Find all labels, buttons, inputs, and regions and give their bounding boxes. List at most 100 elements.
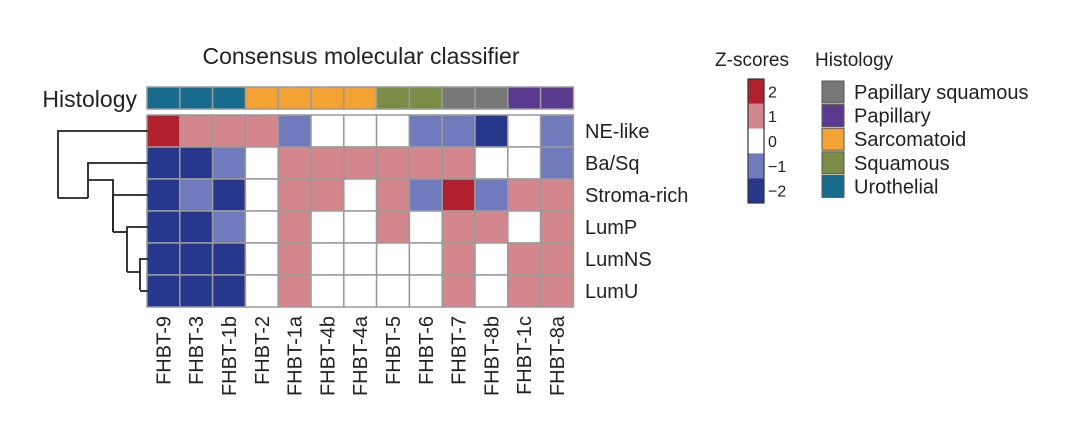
histology-cell <box>408 86 443 110</box>
colorbar-tick-label: −2 <box>768 184 786 201</box>
colorbar-tick-label: 0 <box>768 134 777 151</box>
heatmap-cell <box>375 114 411 148</box>
histology-annotation-label: Histology <box>42 86 137 112</box>
column-label: FHBT-8b <box>481 316 503 396</box>
heatmap-cell <box>539 114 575 148</box>
heatmap-cell <box>343 146 378 180</box>
row-dendrogram <box>57 130 148 292</box>
heatmap-cell <box>441 146 476 180</box>
heatmap-cell <box>146 178 181 212</box>
heatmap-cell <box>146 146 181 180</box>
heatmap-cell <box>375 210 411 244</box>
heatmap-cell <box>244 114 279 148</box>
row-label: LumNS <box>585 249 652 271</box>
row-label: Stroma-rich <box>585 185 688 207</box>
heatmap-cell <box>441 114 476 148</box>
heatmap-cell <box>244 210 279 244</box>
row-labels: NE-like Ba/Sq Stroma-rich LumP LumNS LumU <box>585 121 688 303</box>
heatmap-cell <box>179 210 214 244</box>
row-label: LumU <box>585 281 638 303</box>
column-label: FHBT-6 <box>416 316 438 385</box>
histology-legend-swatch <box>821 127 845 151</box>
heatmap-cell <box>408 114 443 148</box>
histology-legend-swatch <box>821 104 845 128</box>
column-label: FHBT-1c <box>514 316 536 395</box>
heatmap-cell <box>539 210 575 244</box>
histology-cell <box>244 86 279 110</box>
heatmap-cell <box>146 242 181 276</box>
heatmap-cell <box>146 114 181 148</box>
heatmap-cell <box>474 114 509 148</box>
heatmap-cell <box>441 178 476 212</box>
heatmap-cell <box>408 210 443 244</box>
row-label: Ba/Sq <box>585 153 639 175</box>
heatmap-cell <box>277 114 312 148</box>
heatmap-cell <box>310 178 345 212</box>
heatmap-cell <box>539 242 575 276</box>
heatmap-cell <box>375 146 411 180</box>
chart-title: Consensus molecular classifier <box>202 43 519 69</box>
colorbar-title: Z-scores <box>715 50 789 71</box>
column-label: FHBT-1a <box>285 315 307 396</box>
heatmap-cell <box>310 274 345 308</box>
heatmap-cell <box>343 178 378 212</box>
heatmap-cell <box>507 114 542 148</box>
heatmap-cell <box>539 274 575 308</box>
colorbar-segment <box>748 178 764 203</box>
histology-legend-swatch <box>821 174 845 198</box>
heatmap-cell <box>179 242 214 276</box>
colorbar-tick-label: 2 <box>768 84 777 101</box>
heatmap-cell <box>310 210 345 244</box>
histology-cell <box>179 86 214 110</box>
heatmap-cell <box>408 274 443 308</box>
heatmap-cell <box>343 274 378 308</box>
histology-legend-title: Histology <box>815 50 894 71</box>
heatmap-cell <box>507 146 542 180</box>
histology-cell <box>343 86 378 110</box>
heatmap-cell <box>474 210 509 244</box>
colorbar: 2 1 0 −1 −2 <box>747 78 786 204</box>
heatmap-cell <box>474 146 509 180</box>
heatmap-cell <box>507 242 542 276</box>
heatmap-cell <box>244 242 279 276</box>
heatmap-cell <box>277 242 312 276</box>
column-labels: FHBT-9 FHBT-3 FHBT-1b FHBT-2 FHBT-1a FHBT-4b F… <box>153 315 569 396</box>
heatmap-cell <box>343 210 378 244</box>
column-label: FHBT-7 <box>449 316 471 385</box>
heatmap-cell <box>244 178 279 212</box>
heatmap-cell <box>211 178 247 212</box>
histology-cell <box>507 86 542 110</box>
histology-cell <box>277 86 312 110</box>
heatmap-cell <box>441 210 476 244</box>
heatmap-cell <box>539 178 575 212</box>
histology-legend-label: Papillary <box>854 106 931 128</box>
column-label: FHBT-4b <box>317 316 339 396</box>
histology-legend-label: Squamous <box>854 153 950 175</box>
heatmap-cell <box>179 146 214 180</box>
histology-legend: Papillary squamousPapillarySarcomatoidSq… <box>821 80 1029 198</box>
histology-cell <box>146 86 181 110</box>
histology-cell <box>474 86 509 110</box>
heatmap-cell <box>441 274 476 308</box>
heatmap-cell <box>474 274 509 308</box>
heatmap-cell <box>375 178 411 212</box>
heatmap-cell <box>408 178 443 212</box>
heatmap-cell <box>211 114 247 148</box>
heatmap-cell <box>211 146 247 180</box>
histology-cell <box>310 86 345 110</box>
heatmap-cell <box>408 146 443 180</box>
heatmap-cell <box>179 274 214 308</box>
heatmap-cell <box>507 210 542 244</box>
heatmap-cell <box>211 242 247 276</box>
colorbar-segment <box>748 128 764 154</box>
row-label: NE-like <box>585 121 649 143</box>
heatmap-cell <box>507 274 542 308</box>
histology-legend-label: Sarcomatoid <box>854 129 966 151</box>
heatmap-cell <box>277 178 312 212</box>
colorbar-frame <box>747 78 765 204</box>
heatmap-cell <box>343 242 378 276</box>
heatmap-cell <box>474 242 509 276</box>
heatmap-cell <box>343 114 378 148</box>
heatmap-cell <box>277 210 312 244</box>
column-label: FHBT-8a <box>547 315 569 396</box>
